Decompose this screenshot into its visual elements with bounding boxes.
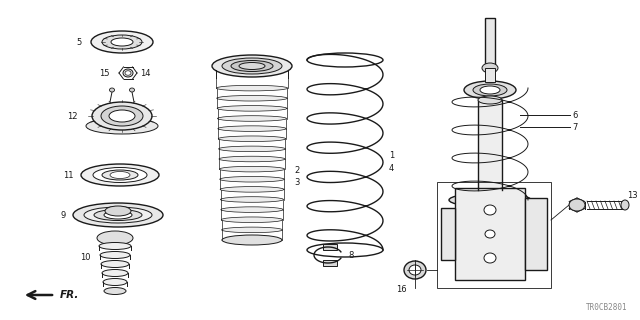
Ellipse shape [482,63,498,73]
Ellipse shape [449,193,531,207]
Text: TR0CB2801: TR0CB2801 [586,303,628,312]
Ellipse shape [218,126,286,132]
Ellipse shape [220,166,285,172]
Ellipse shape [100,252,130,259]
Text: 2: 2 [294,165,300,174]
Ellipse shape [104,211,132,219]
Ellipse shape [569,199,585,211]
Text: 9: 9 [61,211,66,220]
Ellipse shape [101,260,129,268]
Ellipse shape [221,197,284,202]
Ellipse shape [216,85,287,91]
Ellipse shape [220,187,284,192]
Ellipse shape [103,278,127,285]
Bar [525,198,547,270]
Ellipse shape [97,231,133,245]
Ellipse shape [409,265,421,275]
Bar [455,188,525,280]
Bar [323,244,337,250]
Text: FR.: FR. [60,290,79,300]
Ellipse shape [94,210,142,220]
Ellipse shape [221,227,282,233]
Text: 4: 4 [389,164,394,172]
Ellipse shape [217,95,287,101]
Ellipse shape [218,136,285,141]
Text: 3: 3 [294,178,300,187]
Ellipse shape [125,71,131,75]
Ellipse shape [221,207,283,212]
Ellipse shape [222,237,282,243]
Ellipse shape [231,60,273,71]
Ellipse shape [123,69,133,77]
Text: 7: 7 [572,123,577,132]
Text: 8: 8 [348,251,353,260]
Ellipse shape [219,156,285,162]
Ellipse shape [480,86,500,94]
Ellipse shape [102,35,142,49]
Ellipse shape [222,235,282,245]
Bar [478,100,502,190]
Text: 13: 13 [627,190,637,199]
Ellipse shape [81,164,159,186]
Ellipse shape [239,62,265,69]
Ellipse shape [404,261,426,279]
Ellipse shape [221,217,283,222]
Ellipse shape [73,203,163,227]
Ellipse shape [484,205,496,215]
Ellipse shape [102,269,128,276]
Bar [485,18,495,68]
Ellipse shape [220,176,284,182]
Text: 6: 6 [572,110,577,119]
Ellipse shape [212,55,292,77]
Text: 1: 1 [389,150,394,159]
Text: 15: 15 [99,68,110,77]
Ellipse shape [222,58,282,74]
Ellipse shape [485,230,495,238]
Ellipse shape [218,116,287,121]
Ellipse shape [109,110,135,122]
Text: 12: 12 [67,111,78,121]
Ellipse shape [111,38,133,46]
Bar [437,182,551,288]
Text: 11: 11 [63,171,74,180]
Ellipse shape [91,31,153,53]
Bar [323,260,337,266]
Ellipse shape [129,88,134,92]
Ellipse shape [102,170,138,180]
Ellipse shape [99,243,131,250]
Ellipse shape [84,207,152,223]
Text: 10: 10 [81,253,91,262]
Bar [441,208,455,260]
Ellipse shape [104,287,126,294]
Text: 14: 14 [140,68,150,77]
Ellipse shape [621,200,629,210]
Ellipse shape [484,253,496,263]
Ellipse shape [86,118,158,134]
Ellipse shape [101,106,143,126]
Text: 5: 5 [77,37,82,46]
Ellipse shape [217,106,287,111]
Bar [485,68,495,82]
Ellipse shape [105,206,131,216]
Ellipse shape [110,172,130,179]
Ellipse shape [93,167,147,182]
Ellipse shape [464,81,516,99]
Ellipse shape [473,84,507,96]
Ellipse shape [109,88,115,92]
Ellipse shape [92,102,152,130]
Text: 16: 16 [396,285,406,294]
Ellipse shape [219,146,285,152]
Ellipse shape [478,96,502,104]
